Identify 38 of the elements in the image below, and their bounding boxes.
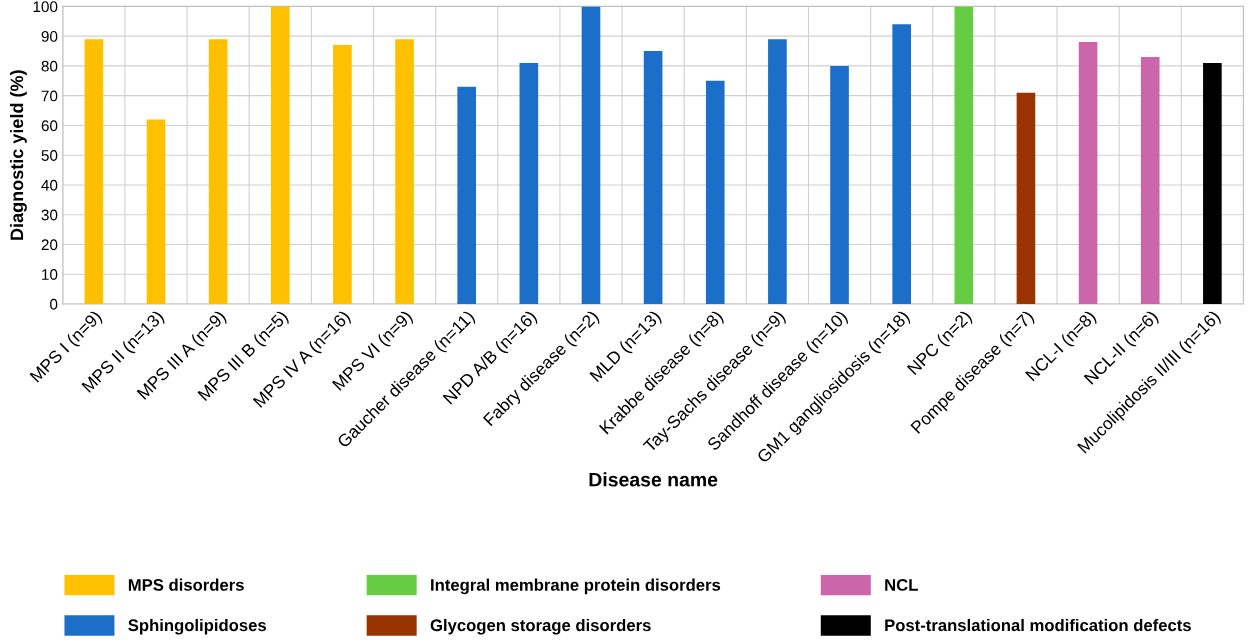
- bar: [581, 6, 601, 304]
- bar: [395, 39, 414, 304]
- bar: [705, 80, 725, 304]
- bar: [208, 39, 228, 304]
- y-tick-label: 90: [41, 31, 58, 42]
- bar: [830, 65, 849, 304]
- bar: [1203, 62, 1222, 304]
- bar: [892, 24, 911, 304]
- bar: [270, 6, 290, 304]
- legend-label: Glycogen storage disorders: [430, 618, 651, 635]
- legend-label: Post-translational modification defects: [885, 618, 1191, 632]
- y-tick-label: 20: [41, 239, 58, 251]
- bar: [1016, 92, 1036, 304]
- y-tick-label: 80: [41, 60, 58, 72]
- bar: [84, 39, 104, 304]
- x-axis-title: Disease name: [589, 472, 718, 487]
- y-tick-label: 60: [41, 120, 58, 132]
- y-axis-title: Diagnostic yield (%): [9, 70, 27, 240]
- y-tick-label: 100: [33, 1, 58, 13]
- y-tick-label: 10: [42, 269, 58, 280]
- bar: [954, 6, 974, 304]
- legend-label: MPS disorders: [128, 578, 244, 591]
- y-tick-label: 50: [41, 150, 58, 161]
- bar: [643, 51, 663, 304]
- bar: [146, 119, 166, 304]
- bar: [457, 86, 477, 304]
- y-tick-label: 0: [50, 298, 58, 310]
- bar: [1078, 42, 1098, 304]
- y-tick-label: 40: [41, 179, 58, 191]
- legend-label: Sphingolipidoses: [128, 618, 266, 635]
- bar: [519, 62, 539, 304]
- bar: [768, 39, 787, 304]
- bar: [1140, 56, 1160, 304]
- legend-label: Integral membrane protein disorders: [431, 578, 721, 595]
- y-tick-label: 70: [41, 90, 58, 102]
- y-tick-label: 30: [41, 209, 58, 221]
- legend-label: NCL: [885, 579, 918, 591]
- bar: [333, 45, 352, 304]
